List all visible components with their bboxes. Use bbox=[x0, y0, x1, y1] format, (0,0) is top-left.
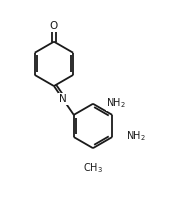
Text: CH$_3$: CH$_3$ bbox=[83, 161, 103, 175]
Text: NH$_2$: NH$_2$ bbox=[106, 96, 126, 110]
Text: O: O bbox=[50, 21, 58, 31]
Text: NH$_2$: NH$_2$ bbox=[125, 129, 145, 143]
Text: N: N bbox=[59, 94, 67, 104]
